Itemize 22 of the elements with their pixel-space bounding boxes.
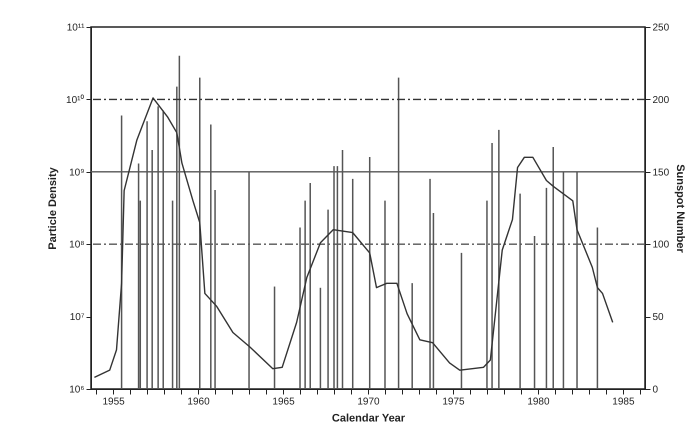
x-tick-label: 1960	[187, 396, 210, 408]
x-axis-title: Calendar Year	[332, 412, 406, 424]
y-tick-label: 10⁷	[70, 312, 85, 324]
y2-tick-label: 250	[652, 22, 670, 34]
y-tick-label: 10⁶	[69, 384, 84, 396]
x-tick-label: 1975	[442, 396, 466, 408]
y2-tick-label: 150	[652, 167, 670, 178]
x-tick-label: 1980	[527, 396, 550, 408]
x-tick-label: 1965	[272, 396, 296, 408]
y-tick-label: 10¹¹	[66, 22, 86, 34]
y-tick-label: 10¹⁰	[66, 94, 84, 106]
y-tick-label: 10⁸	[69, 240, 84, 251]
x-tick-label: 1970	[357, 396, 380, 408]
y2-tick-label: 200	[652, 94, 670, 106]
y2-tick-label: 50	[652, 312, 664, 324]
y2-tick-label: 100	[652, 240, 670, 251]
x-tick-label: 1955	[102, 396, 126, 408]
x-tick-label: 1985	[612, 396, 635, 408]
y-axis-title: Particle Density	[47, 166, 60, 250]
y-tick-label: 10⁹	[69, 167, 84, 178]
y2-axis-title: Sunspot Number	[674, 164, 686, 254]
y2-tick-label: 0	[652, 384, 658, 396]
